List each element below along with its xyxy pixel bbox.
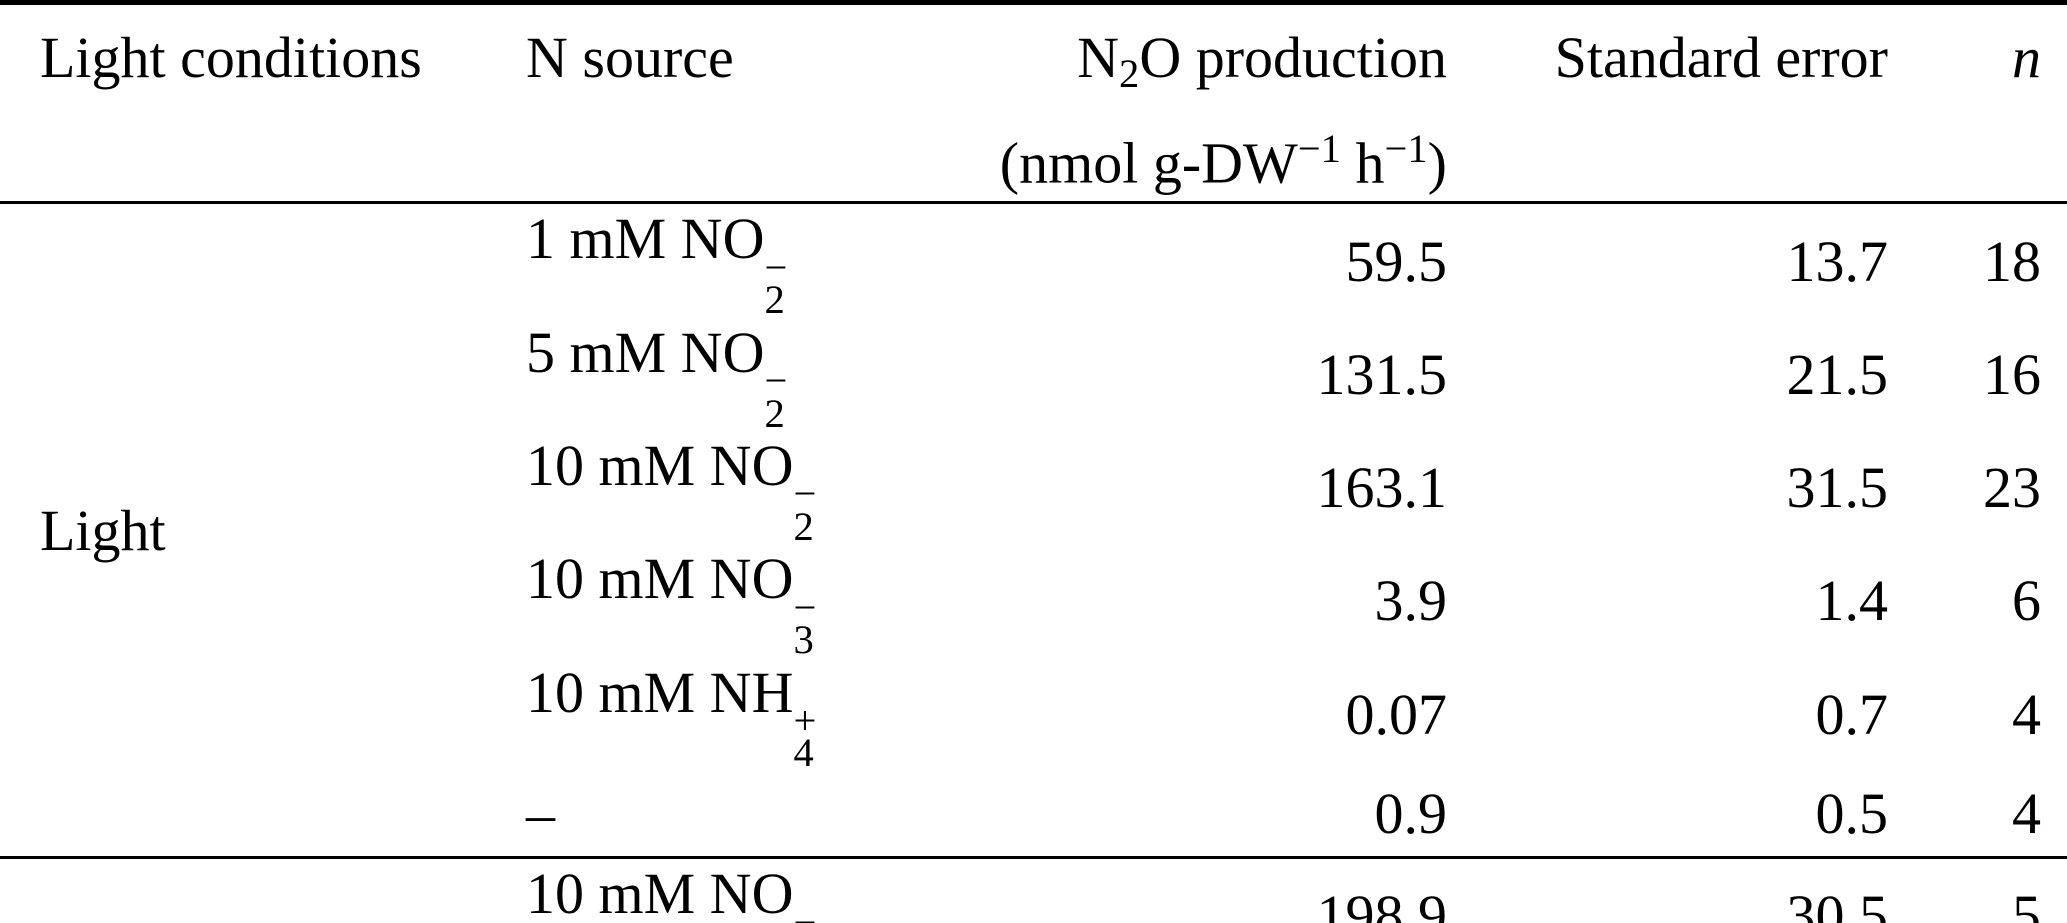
chem-subsup: −3 (793, 584, 817, 663)
table-row: 10 mM NO −3 3.9 1.4 6 (0, 544, 2067, 663)
column-header-n2o-production: N2O production (nmol g-DW−1 h−1) (980, 2, 1460, 205)
table-row: 5 mM NO −2 131.5 21.5 16 (0, 318, 2067, 436)
cell-standard-error: 1.4 (1815, 568, 1889, 634)
section-dark: Dark 10 mM NO−2 198.9 30.5 5 – 1.5 1.7 6 (0, 856, 2067, 923)
unit-exponent: −1 (1384, 126, 1428, 172)
cell-n2o-production: 59.5 (1345, 228, 1448, 294)
cell-n-count: 6 (2012, 568, 2041, 634)
table-row: Dark 10 mM NO−2 198.9 30.5 5 (0, 856, 2067, 923)
table-row: 10 mM NO −2 163.1 31.5 23 (0, 431, 2067, 549)
chem-subsup: −2 (793, 471, 817, 549)
cell-n2o-production: 198.9 (980, 856, 1460, 923)
cell-n2o-production: 3.9 (1374, 568, 1448, 634)
cell-standard-error: 31.5 (1786, 455, 1889, 521)
cell-standard-error: 13.7 (1786, 228, 1889, 294)
cell-n-count: 5 (1900, 856, 2067, 923)
section-light: Light 1 mM NO −2 59.5 13.7 18 5 mM NO −2 1… (0, 203, 2067, 858)
cell-light-condition-label: Light (40, 497, 166, 563)
table-row: Light 1 mM NO −2 59.5 13.7 18 (0, 203, 2067, 562)
cell-n-source: 10 mM NO−2 (490, 856, 980, 923)
cell-standard-error: 0.5 (1815, 781, 1889, 847)
cell-n2o-production: 163.1 (1316, 455, 1448, 521)
table-row: 10 mM NH +4 0.07 0.7 4 (0, 658, 2067, 776)
cell-standard-error: 0.7 (1815, 681, 1889, 747)
chem-subsup: +4 (793, 697, 817, 776)
cell-n-source: – (526, 781, 555, 847)
cell-n2o-production: 0.07 (1345, 681, 1448, 747)
cell-n-source: 1 mM NO −2 (526, 206, 788, 323)
chem-subsup: −2 (793, 899, 817, 923)
column-header-n-source: N source (490, 2, 980, 205)
unit-exponent: −1 (1297, 126, 1341, 172)
chem-subsup: −2 (764, 358, 788, 436)
cell-n-count: 23 (1983, 455, 2041, 521)
cell-n-source: 10 mM NO −3 (526, 546, 817, 663)
n2o-production-label: N2O production (1077, 25, 1447, 97)
table-row: – 0.9 0.5 4 (0, 771, 2067, 858)
cell-standard-error: 21.5 (1786, 341, 1889, 407)
header-row: Light conditions N source N2O production… (0, 2, 2067, 205)
n2o-production-unit: (nmol g-DW−1 h−1) (999, 126, 1447, 196)
cell-dark-condition-label: Dark (0, 856, 490, 923)
n2o-subscript: 2 (1119, 51, 1140, 97)
chem-subsup: −2 (764, 244, 788, 323)
cell-standard-error: 30.5 (1460, 856, 1900, 923)
cell-n2o-production: 131.5 (1316, 341, 1448, 407)
column-header-n: n (1900, 2, 2067, 205)
cell-n-count: 4 (2012, 781, 2041, 847)
cell-n-count: 16 (1983, 341, 2041, 407)
cell-n-source: 10 mM NO−2 (526, 432, 817, 549)
cell-n-count: 18 (1983, 228, 2041, 294)
cell-n-source: 5 mM NO −2 (526, 319, 788, 436)
table-header: Light conditions N source N2O production… (0, 2, 2067, 205)
cell-n2o-production: 0.9 (1374, 781, 1448, 847)
column-header-light-conditions: Light conditions (0, 2, 490, 205)
cell-n-source: 10 mM NH +4 (526, 659, 817, 776)
cell-n-count: 4 (2012, 681, 2041, 747)
column-header-standard-error: Standard error (1460, 2, 1900, 205)
